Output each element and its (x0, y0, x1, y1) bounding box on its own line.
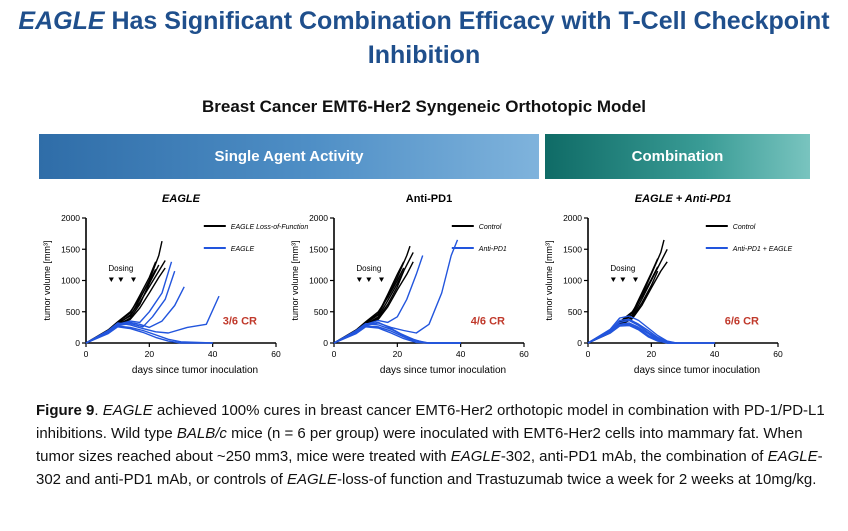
y-tick-label: 1000 (61, 276, 80, 286)
y-tick-label: 2000 (563, 213, 582, 223)
x-tick-label: 20 (145, 349, 155, 359)
y-tick-label: 0 (323, 338, 328, 348)
figure-caption: Figure 9. EAGLE achieved 100% cures in b… (36, 399, 826, 491)
y-tick-label: 1500 (61, 244, 80, 254)
x-tick-label: 0 (586, 349, 591, 359)
dosing-arrow-icon (108, 277, 114, 282)
x-tick-label: 40 (208, 349, 218, 359)
caption-italic: EAGLE (102, 402, 153, 419)
x-tick-label: 20 (393, 349, 403, 359)
legend-label: Anti-PD1 (478, 246, 507, 253)
y-tick-label: 2000 (61, 213, 80, 223)
y-tick-label: 0 (75, 338, 80, 348)
control-series-line (85, 264, 160, 344)
caption-text: -loss-of function and Trastuzumab twice … (337, 471, 817, 488)
caption-italic: EAGLE (286, 471, 337, 488)
dosing-arrow-icon (366, 277, 372, 282)
treated-series-line (85, 261, 173, 344)
y-tick-label: 500 (314, 307, 328, 317)
treated-series-line (85, 326, 213, 344)
dosing-arrow-icon (131, 277, 136, 282)
control-series-line (333, 245, 411, 344)
treated-series-line (587, 319, 677, 344)
x-tick-label: 40 (710, 349, 720, 359)
combination-banner: Combination (545, 134, 810, 179)
x-axis-label: days since tumor inoculation (634, 365, 760, 376)
dosing-arrow-icon (356, 277, 362, 282)
x-tick-label: 20 (647, 349, 657, 359)
y-axis-label: tumor volume [mm³] (544, 240, 554, 320)
x-tick-label: 40 (456, 349, 466, 359)
y-tick-label: 500 (66, 307, 80, 317)
single-agent-banner: Single Agent Activity (39, 134, 539, 179)
treated-series-line (85, 295, 220, 344)
treated-series-line (587, 324, 677, 344)
treated-series-line (333, 326, 461, 344)
caption-text: achieved 100% cures in breast cancer EMT… (36, 402, 825, 442)
dosing-label: Dosing (356, 264, 381, 273)
dosing-arrow-icon (118, 277, 124, 282)
y-tick-label: 500 (568, 307, 582, 317)
caption-text: -302 and anti-PD1 mAb, or controls of (36, 448, 823, 488)
caption-text: mice (n = 6 per group) were inoculated w… (36, 425, 803, 465)
y-tick-label: 2000 (309, 213, 328, 223)
combination-label: Combination (631, 148, 724, 165)
x-tick-label: 60 (773, 349, 783, 359)
x-axis-label: days since tumor inoculation (380, 365, 506, 376)
y-tick-label: 1500 (309, 244, 328, 254)
dosing-arrow-icon (620, 277, 626, 282)
page-title: EAGLE Has Significant Combination Effica… (0, 4, 848, 72)
y-tick-label: 0 (577, 338, 582, 348)
y-tick-label: 1000 (309, 276, 328, 286)
caption-text: . (94, 402, 103, 419)
y-axis-label: tumor volume [mm³] (290, 240, 300, 320)
single-agent-label: Single Agent Activity (214, 148, 364, 165)
x-tick-label: 60 (519, 349, 529, 359)
y-axis-label: tumor volume [mm³] (42, 240, 52, 320)
legend-label: EAGLE (231, 246, 255, 253)
caption-text: -302, anti-PD1 mAb, the combination of (500, 448, 768, 465)
x-tick-label: 60 (271, 349, 281, 359)
panel-title: Anti-PD1 (406, 193, 452, 205)
x-axis-label: days since tumor inoculation (132, 365, 258, 376)
y-tick-label: 1500 (563, 244, 582, 254)
caption-italic: BALB/c (176, 425, 227, 442)
dosing-label: Dosing (108, 264, 133, 273)
dosing-arrow-icon (610, 277, 616, 282)
complete-response-label: 3/6 CR (223, 315, 257, 327)
y-tick-label: 1000 (563, 276, 582, 286)
panel-title: EAGLE (162, 193, 201, 205)
legend-label: Anti-PD1 + EAGLE (732, 246, 793, 253)
dosing-label: Dosing (610, 264, 635, 273)
x-tick-label: 0 (332, 349, 337, 359)
caption-italic: EAGLE (450, 448, 501, 465)
page-subtitle: Breast Cancer EMT6-Her2 Syngeneic Orthot… (202, 97, 646, 116)
title-italic: EAGLE (18, 7, 105, 35)
title-rest: Has Significant Combination Efficacy wit… (104, 7, 830, 69)
panel-title: EAGLE + Anti-PD1 (635, 193, 731, 205)
caption-fig-label: Figure 9 (36, 402, 95, 419)
x-tick-label: 0 (84, 349, 89, 359)
control-series-line (587, 239, 665, 344)
complete-response-label: 4/6 CR (471, 315, 505, 327)
legend-label: EAGLE Loss-of-Function (231, 224, 309, 231)
dosing-arrow-icon (379, 277, 384, 282)
legend-label: Control (733, 224, 756, 231)
caption-italic: EAGLE (767, 448, 818, 465)
treated-series-line (85, 286, 185, 344)
legend-label: Control (479, 224, 502, 231)
complete-response-label: 6/6 CR (725, 315, 759, 327)
dosing-arrow-icon (633, 277, 638, 282)
